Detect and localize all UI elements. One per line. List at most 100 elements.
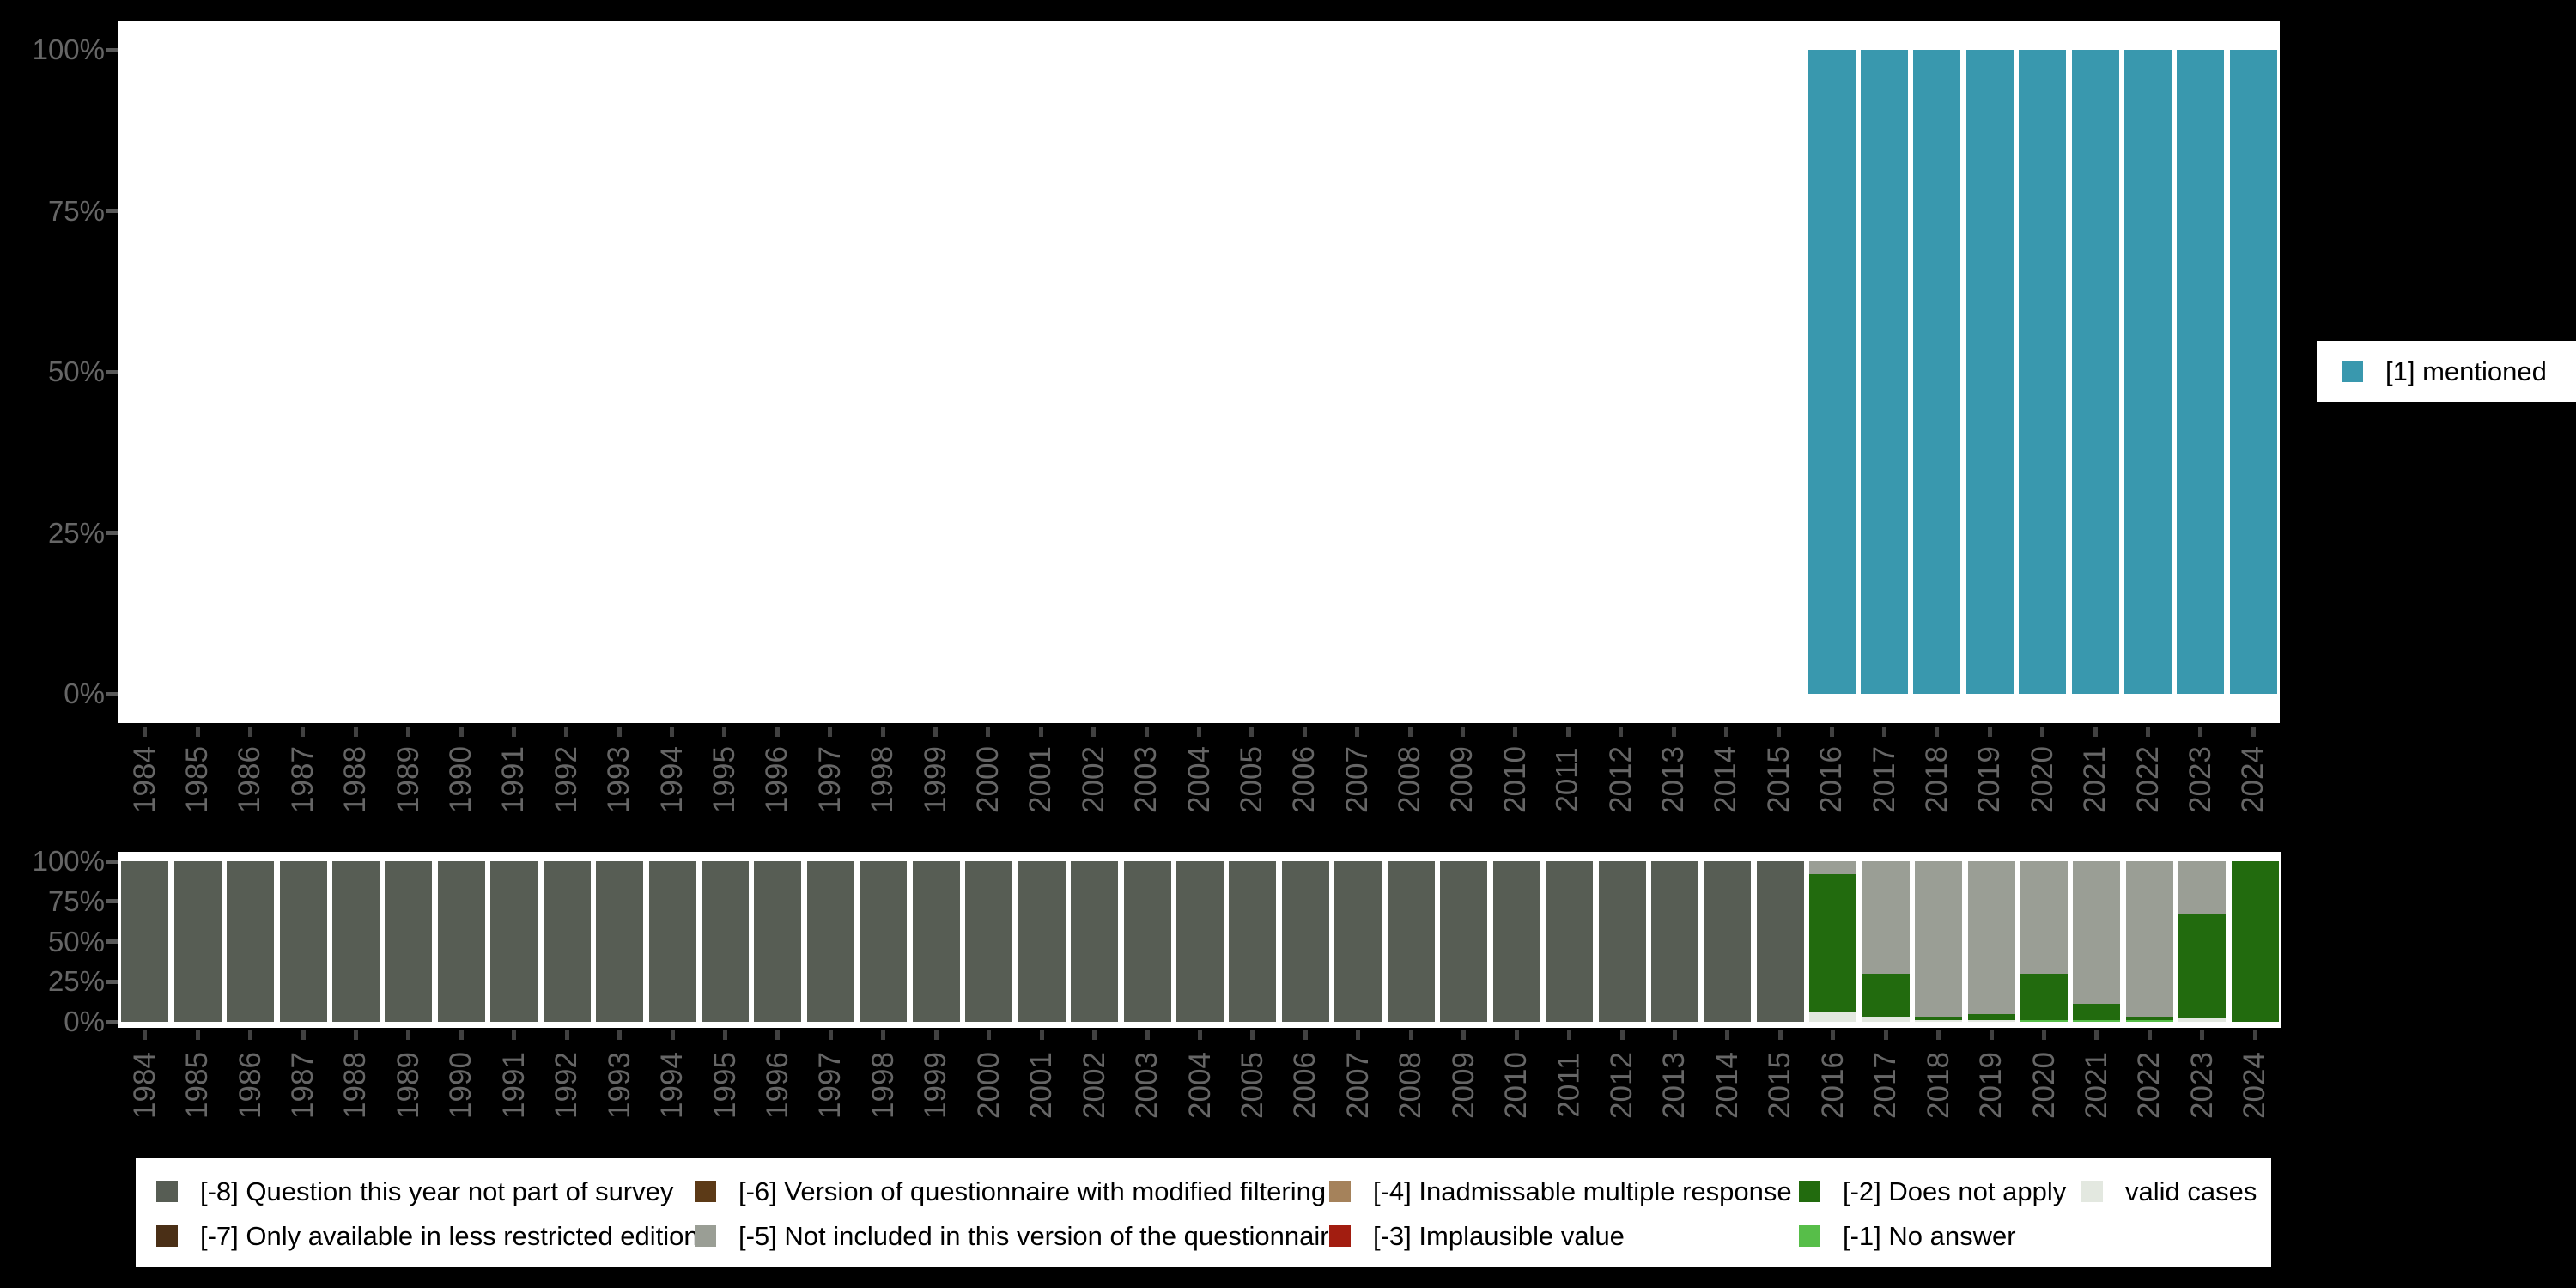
y-axis-tick [106,692,118,696]
bar-segment [2126,1017,2173,1020]
y-axis-tick [106,899,118,903]
x-axis-tick [1619,727,1623,737]
legend-label: [-7] Only available in less restricted e… [200,1220,699,1251]
bar-segment [2178,914,2226,1018]
bar-segment [1229,861,1276,1022]
x-axis-tick [1567,1030,1571,1040]
x-axis-tick [1198,1030,1202,1040]
bar-segment [2020,861,2068,974]
legend-entry: [-4] Inadmissable multiple response [1329,1176,1792,1206]
legend-entry: [-2] Does not apply [1799,1176,2066,1206]
y-axis-tick [106,370,118,374]
x-axis-tick [1566,727,1571,737]
bar-segment [1915,1020,1962,1022]
x-axis-tick [1724,727,1728,737]
bar-segment [385,861,432,1022]
x-axis-tick [1145,727,1149,737]
x-axis-tick [1988,727,1992,737]
bar-segment [1968,1020,2015,1022]
bar-segment [1862,861,1910,974]
legend-missing-values: [-8] Question this year not part of surv… [136,1158,2271,1267]
bar-segment [965,861,1012,1022]
bar-segment [1862,974,1910,1017]
bar-segment [702,861,749,1022]
y-axis-tick [106,980,118,984]
legend-swatch [2081,1181,2103,1202]
x-axis-tick [1250,1030,1255,1040]
x-axis-tick [1303,1030,1308,1040]
y-axis-tick [106,860,118,864]
legend-swatch [1329,1181,1351,1202]
bar-segment [2020,974,2068,1020]
bar-segment [1966,50,2014,694]
y-axis-label: 50% [47,926,105,957]
x-axis-tick [1249,727,1254,737]
x-axis-tick [354,1030,358,1040]
x-axis-tick [2146,727,2150,737]
bar-segment [1915,861,1962,1017]
legend-entry: [-7] Only available in less restricted e… [156,1221,699,1251]
y-axis-tick [106,1020,118,1024]
x-axis-tick [1513,727,1517,737]
legend-entry: [-8] Question this year not part of surv… [156,1176,673,1206]
bar-segment [1968,861,2015,1014]
x-axis-tick [1725,1030,1729,1040]
legend-label: [-4] Inadmissable multiple response [1373,1176,1792,1206]
bar-segment [544,861,591,1022]
x-axis-tick [1936,1030,1941,1040]
x-axis-tick [459,727,464,737]
x-axis-tick [617,1030,622,1040]
x-axis-label: 2024 [2201,733,2306,826]
x-axis-tick [143,1030,147,1040]
y-axis-label: 50% [47,355,105,387]
legend-label: valid cases [2125,1176,2257,1206]
bar-segment [121,861,168,1022]
y-axis-tick [106,531,118,535]
x-axis-label-text: 2024 [2236,746,2269,813]
bar-segment [1809,874,1856,1012]
x-axis-tick [1620,1030,1625,1040]
x-axis-tick [1884,1030,1888,1040]
bar-segment [913,861,960,1022]
bar-segment [280,861,327,1022]
bar-segment [2178,1017,2226,1022]
x-axis-tick [933,727,938,737]
bar-segment [860,861,907,1022]
bar-segment [1282,861,1329,1022]
x-axis-tick [986,727,990,737]
y-axis-label: 25% [47,965,105,997]
x-axis-tick [775,727,780,737]
x-axis-tick [1039,727,1043,737]
legend-mentioned: [1] mentioned [2317,341,2576,402]
bar-segment [1124,861,1171,1022]
bar-segment [1915,1017,1962,1020]
x-axis-tick [1461,727,1465,737]
bar-segment [2178,861,2226,914]
x-axis-tick [301,727,305,737]
legend-swatch [1799,1181,1820,1202]
legend-swatch [1799,1225,1820,1247]
x-axis-tick [1197,727,1201,737]
bar-segment [1913,50,1960,694]
x-axis-tick [1356,1030,1360,1040]
legend-label: [-5] Not included in this version of the… [738,1220,1344,1251]
bar-segment [1388,861,1435,1022]
x-axis-label: 2024 [2202,1039,2307,1132]
bar-segment [1546,861,1593,1022]
bar-segment [2232,861,2279,1022]
y-axis-label: 25% [47,517,105,549]
x-axis-tick [1672,727,1676,737]
x-axis-tick [671,1030,675,1040]
x-axis-tick [2253,1030,2257,1040]
y-axis-label: 75% [47,885,105,917]
x-axis-tick [143,727,147,737]
y-axis-tick [106,939,118,944]
y-axis-tick [106,48,118,52]
x-axis-tick [1145,1030,1150,1040]
legend-swatch [1329,1225,1351,1247]
x-axis-tick [1882,727,1886,737]
bar-segment [2126,861,2173,1017]
bar-segment [1704,861,1751,1022]
bar-segment [596,861,643,1022]
legend-label: [-2] Does not apply [1843,1176,2067,1206]
